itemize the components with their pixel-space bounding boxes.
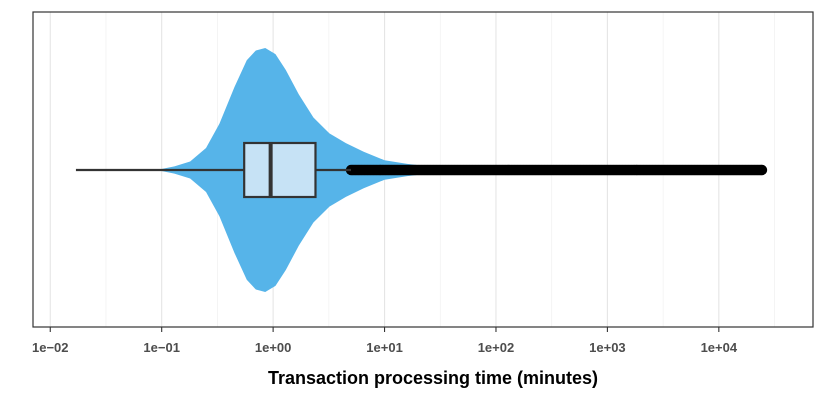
- x-tick-label: 1e−01: [143, 340, 180, 355]
- x-axis-ticks: 1e−02 1e−01 1e+00 1e+01 1e+02 1e+03 1e+04: [32, 327, 738, 355]
- x-tick-label: 1e+00: [255, 340, 292, 355]
- x-tick-label: 1e+02: [478, 340, 515, 355]
- box-iqr: [243, 141, 317, 199]
- x-tick-label: 1e+01: [366, 340, 403, 355]
- x-tick-label: 1e+04: [701, 340, 738, 355]
- panel-border: [32, 11, 814, 328]
- x-tick-label: 1e−02: [32, 340, 69, 355]
- x-tick-label: 1e+03: [589, 340, 626, 355]
- x-axis-title: Transaction processing time (minutes): [268, 368, 598, 388]
- outlier-point: [756, 164, 768, 176]
- outlier-points: [345, 164, 768, 176]
- boxplot: [75, 141, 352, 199]
